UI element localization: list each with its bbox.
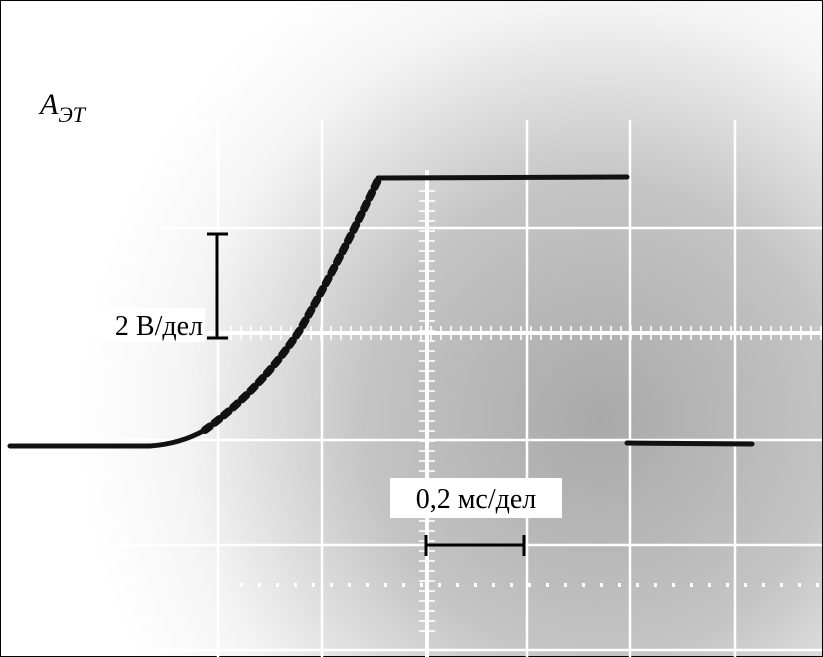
vertical-scale-label: 2 В/дел (115, 311, 203, 342)
oscillogram: AЭТ 2 В/дел 0,2 мс/дел (0, 0, 823, 657)
horizontal-scale-label: 0,2 мс/дел (416, 484, 537, 515)
signal-subscript: ЭТ (58, 102, 86, 127)
signal-symbol: A (38, 88, 59, 121)
